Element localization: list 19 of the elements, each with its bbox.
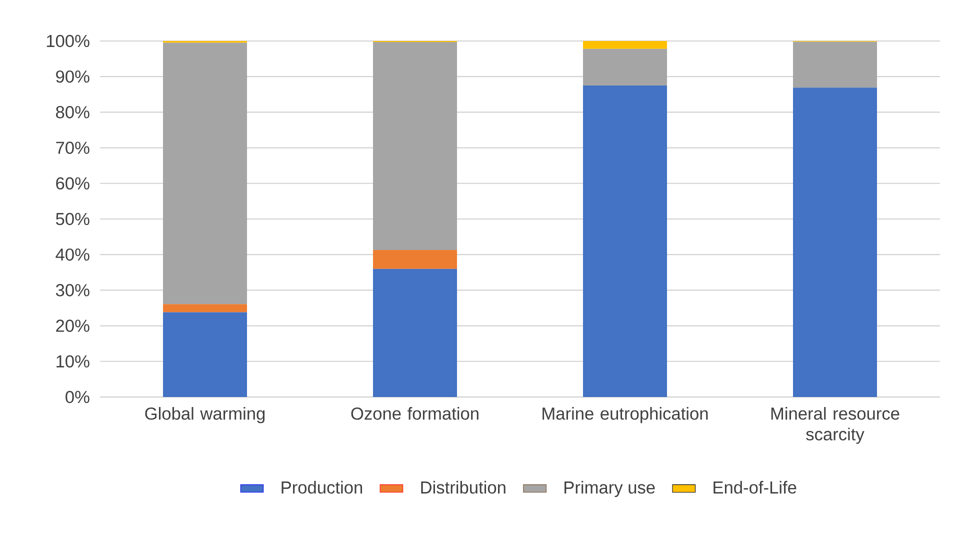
x-tick-label: Global warming — [145, 407, 265, 424]
legend-label: Primary use — [564, 480, 655, 498]
legend-label: Distribution — [421, 480, 506, 494]
y-tick-label: 0% — [66, 390, 90, 404]
y-tick-label: 90% — [56, 70, 90, 83]
y-tick-label: 80% — [56, 106, 90, 118]
y-tick-label: 20% — [56, 320, 90, 332]
y-tick-label: 60% — [56, 177, 90, 190]
y-tick-label: 30% — [56, 284, 90, 296]
x-tick-label: Ozone formation — [351, 407, 478, 420]
y-tick-label: 40% — [56, 248, 90, 261]
y-tick-label: 10% — [56, 355, 90, 368]
y-tick-label: 70% — [56, 142, 90, 154]
legend-label: Production — [282, 480, 362, 494]
x-tick-label: Marine eutrophication — [542, 407, 708, 424]
legend-label: End-of-Life — [714, 480, 796, 494]
y-tick-label: 50% — [56, 212, 90, 226]
x-tick-label: Mineral resource scarcity — [771, 407, 900, 444]
y-tick-label: 100% — [46, 34, 90, 48]
